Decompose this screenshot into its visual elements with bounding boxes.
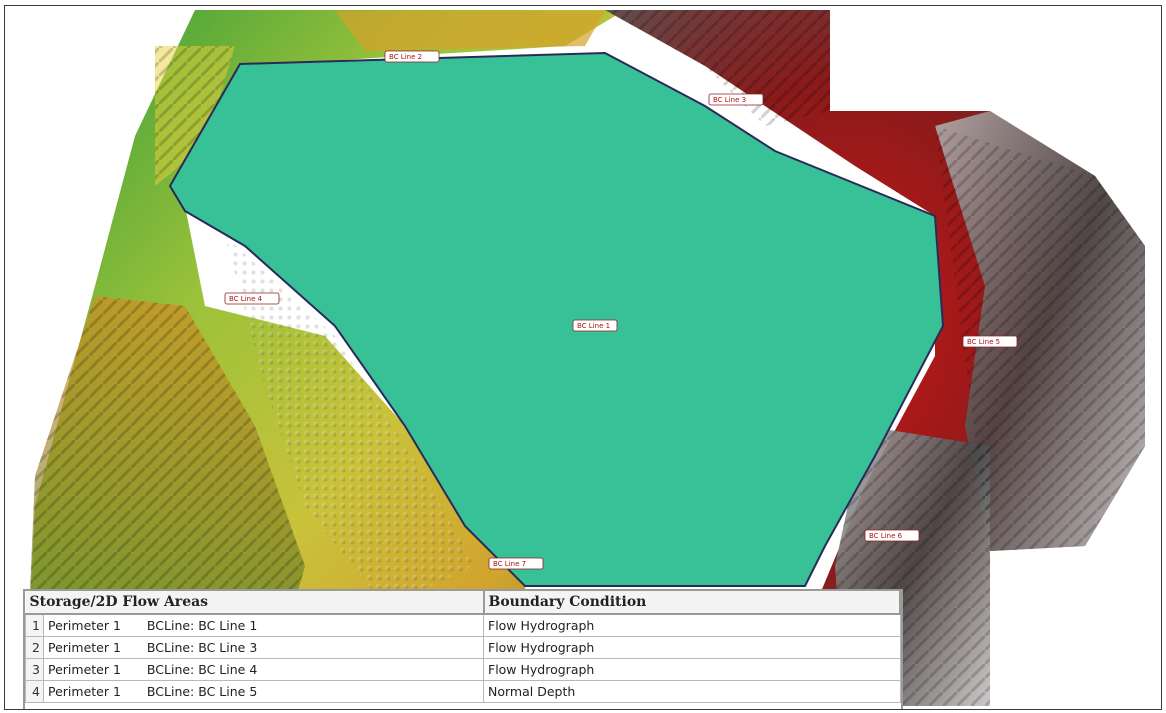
bc-label-left[interactable]: BC Line 4 xyxy=(224,292,280,305)
header-flow-areas[interactable]: Storage/2D Flow Areas xyxy=(25,591,485,615)
svg-text:BC Line 7: BC Line 7 xyxy=(493,560,526,568)
table-row[interactable]: 1 Perimeter 1 BCLine: BC Line 1 Flow Hydr… xyxy=(25,613,901,637)
row-index: 3 xyxy=(25,657,44,681)
flow-area-cell[interactable]: Perimeter 1 BCLine: BC Line 4 xyxy=(43,657,484,681)
flow-area-cell[interactable]: Perimeter 1 BCLine: BC Line 5 xyxy=(43,679,484,703)
svg-text:BC Line 6: BC Line 6 xyxy=(869,532,903,540)
terrain-map[interactable]: BC Line 1 BC Line 2 BC Line 3 BC Line 4 … xyxy=(5,6,1162,710)
bcline-name: BCLine: BC Line 5 xyxy=(146,683,258,699)
svg-text:BC Line 4: BC Line 4 xyxy=(229,295,263,303)
bc-label-upper-right[interactable]: BC Line 3 xyxy=(708,93,764,106)
table-row[interactable]: 2 Perimeter 1 BCLine: BC Line 3 Flow Hydr… xyxy=(25,635,901,659)
bc-label-bottom[interactable]: BC Line 7 xyxy=(488,557,544,570)
svg-text:BC Line 1: BC Line 1 xyxy=(577,322,610,330)
table-row[interactable]: 4 Perimeter 1 BCLine: BC Line 5 Normal De… xyxy=(25,679,901,703)
bcline-name: BCLine: BC Line 1 xyxy=(146,617,258,633)
table-row[interactable]: 3 Perimeter 1 BCLine: BC Line 4 Flow Hydr… xyxy=(25,657,901,681)
boundary-condition-cell[interactable]: Flow Hydrograph xyxy=(483,613,901,637)
row-index: 1 xyxy=(25,613,44,637)
area-name: Perimeter 1 xyxy=(48,639,121,655)
flow-area-polygon xyxy=(168,51,945,587)
bc-label-center[interactable]: BC Line 1 xyxy=(572,319,618,332)
boundary-condition-cell[interactable]: Flow Hydrograph xyxy=(483,657,901,681)
row-index: 4 xyxy=(25,679,44,703)
bcline-name: BCLine: BC Line 4 xyxy=(146,661,258,677)
boundary-condition-cell[interactable]: Normal Depth xyxy=(483,679,901,703)
flow-area-cell[interactable]: Perimeter 1 BCLine: BC Line 3 xyxy=(43,635,484,659)
boundary-condition-cell[interactable]: Flow Hydrograph xyxy=(483,635,901,659)
svg-text:BC Line 5: BC Line 5 xyxy=(967,338,1000,346)
bc-label-top[interactable]: BC Line 2 xyxy=(384,50,440,63)
header-boundary-condition[interactable]: Boundary Condition xyxy=(483,591,901,615)
bcline-name: BCLine: BC Line 3 xyxy=(146,639,258,655)
flow-area-cell[interactable]: Perimeter 1 BCLine: BC Line 1 xyxy=(43,613,484,637)
svg-text:BC Line 2: BC Line 2 xyxy=(389,53,422,61)
boundary-condition-table: Storage/2D Flow Areas Boundary Condition… xyxy=(23,589,903,709)
area-name: Perimeter 1 xyxy=(48,683,121,699)
svg-text:BC Line 3: BC Line 3 xyxy=(713,96,746,104)
area-name: Perimeter 1 xyxy=(48,617,121,633)
row-index: 2 xyxy=(25,635,44,659)
area-name: Perimeter 1 xyxy=(48,661,121,677)
bc-label-right[interactable]: BC Line 5 xyxy=(962,335,1018,348)
bc-label-lower-right[interactable]: BC Line 6 xyxy=(864,529,920,542)
map-window: BC Line 1 BC Line 2 BC Line 3 BC Line 4 … xyxy=(4,5,1162,710)
